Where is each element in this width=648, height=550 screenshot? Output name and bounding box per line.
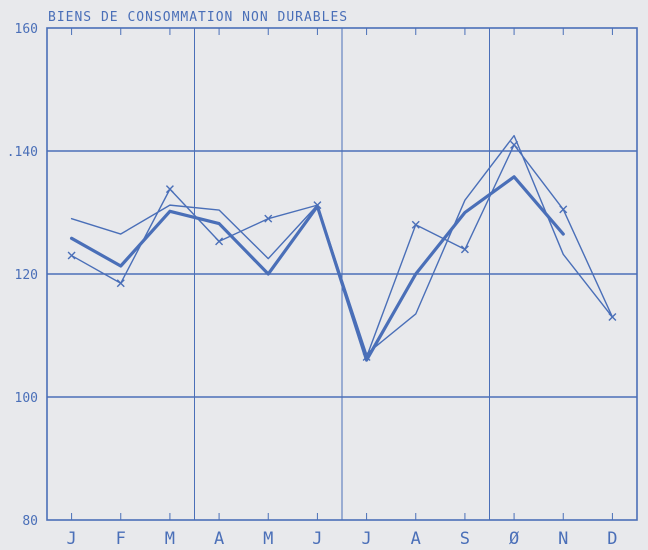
y-tick-label: 100 [15, 391, 38, 406]
x-tick-label: J [361, 529, 371, 549]
y-tick-label: .140 [7, 145, 38, 160]
data-point-marker [411, 220, 420, 229]
x-tick-label: S [460, 529, 470, 549]
data-point-marker [116, 279, 125, 288]
data-point-marker [165, 185, 174, 194]
y-tick-label: 120 [15, 268, 38, 283]
data-point-marker [264, 214, 273, 223]
x-tick-label: F [116, 529, 126, 549]
data-point-marker [362, 353, 371, 362]
y-tick-label: 80 [22, 514, 38, 529]
series-lines [67, 134, 617, 362]
data-point-marker [559, 205, 568, 214]
x-tick-label: M [165, 529, 175, 549]
data-point-marker [67, 251, 76, 260]
x-tick-label: D [607, 529, 617, 549]
data-point-marker [215, 237, 224, 246]
x-tick-label: Ø [509, 529, 519, 549]
x-tick-label: J [312, 529, 322, 549]
data-point-marker [608, 313, 617, 322]
x-tick-label: M [263, 529, 273, 549]
series-line-3 [70, 144, 614, 358]
y-tick-label: 160 [15, 22, 38, 37]
grid [46, 27, 638, 521]
x-tick-label: J [66, 529, 76, 549]
x-tick-label: A [214, 529, 224, 549]
x-tick-label: N [558, 529, 568, 549]
data-point-marker [460, 245, 469, 254]
chart-title: BIENS DE CONSOMMATION NON DURABLES [48, 10, 348, 25]
data-point-marker [510, 140, 519, 149]
data-point-marker [313, 201, 322, 210]
y-tick-labels: 80 100 .140 120 160 [7, 22, 38, 529]
x-tick-label: A [411, 529, 421, 549]
